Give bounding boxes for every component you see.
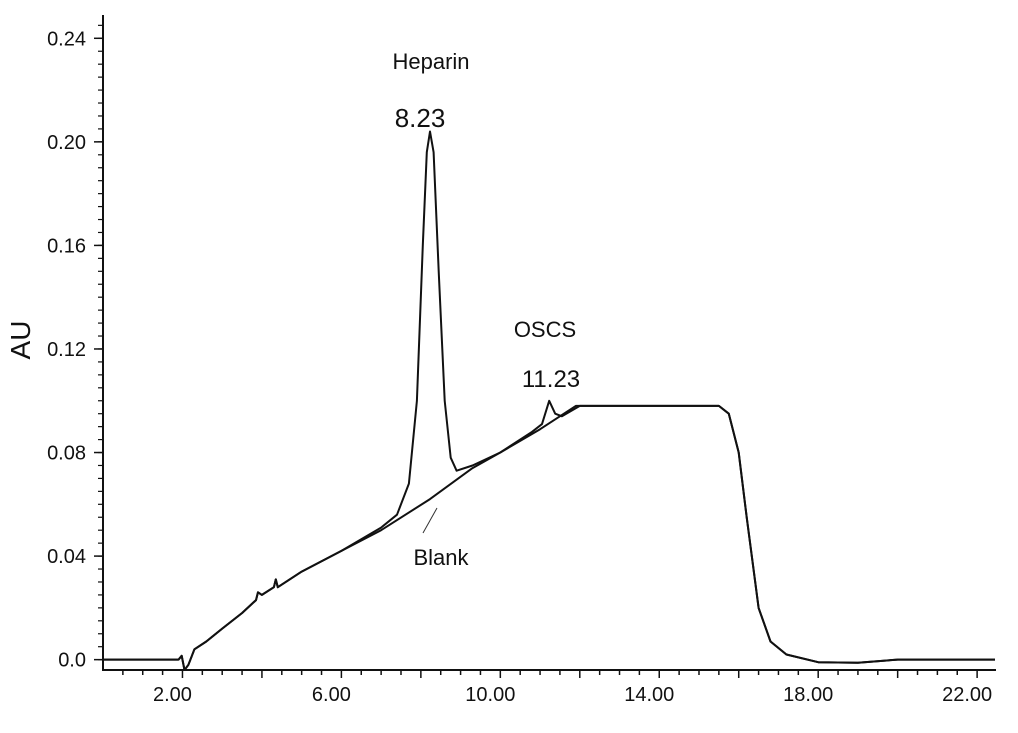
y-tick-label: 0.16 — [47, 235, 86, 257]
y-tick-label: 0.04 — [47, 546, 86, 568]
annotation-oscs-label: OSCS — [514, 317, 576, 342]
series-line-blank — [103, 404, 995, 671]
x-tick-label: 2.00 — [153, 684, 192, 706]
blank-leader-line — [422, 507, 438, 534]
x-tick-label: 22.00 — [942, 684, 992, 706]
y-axis-label: AU — [5, 321, 36, 360]
x-tick-label: 14.00 — [624, 684, 674, 706]
y-tick-label: 0.0 — [58, 650, 86, 672]
annotation-blank-label: Blank — [413, 545, 469, 570]
annotation-oscs-value: 11.23 — [522, 366, 580, 393]
y-tick-label: 0.20 — [47, 132, 86, 154]
x-tick-label: 10.00 — [465, 684, 515, 706]
x-tick-label: 18.00 — [783, 684, 833, 706]
annotation-heparin-label: Heparin — [392, 49, 469, 74]
x-tick-label: 6.00 — [312, 684, 351, 706]
annotation-heparin-value: 8.23 — [395, 103, 446, 133]
series-line-sample — [103, 130, 995, 671]
y-tick-label: 0.12 — [47, 339, 86, 361]
y-tick-label: 0.08 — [47, 443, 86, 465]
y-tick-label: 0.24 — [47, 28, 86, 50]
